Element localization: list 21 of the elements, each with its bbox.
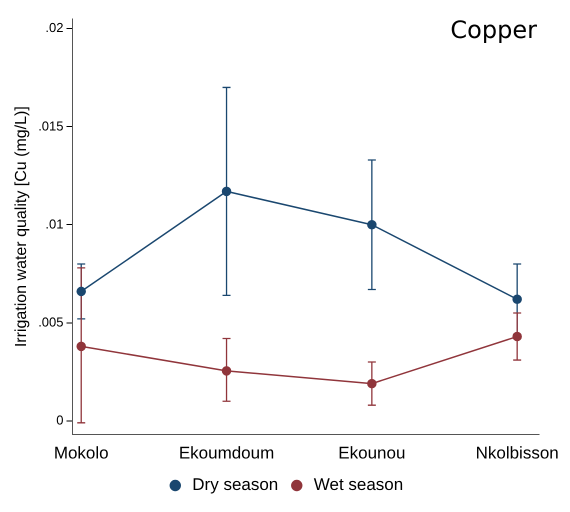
point (512, 294, 522, 304)
point (222, 186, 232, 196)
y-axis-title: Irrigation water quality [Cu (mg/L)] (13, 106, 30, 348)
point (512, 332, 522, 342)
y-tick-label: .01 (45, 216, 64, 232)
x-tick-label: Mokolo (54, 443, 109, 462)
x-tick-label: Ekounou (338, 443, 406, 462)
point (222, 366, 232, 376)
x-tick-label: Ekoumdoum (178, 443, 274, 462)
point (76, 286, 86, 296)
y-tick-label: .005 (38, 314, 64, 330)
point (367, 220, 377, 230)
legend-label: Wet season (314, 475, 404, 494)
x-tick-label: Nkolbisson (476, 443, 559, 462)
y-tick-label: 0 (56, 412, 64, 428)
y-tick-label: .02 (45, 20, 64, 36)
chart-title: Copper (450, 16, 538, 44)
point (367, 378, 377, 388)
point (76, 342, 86, 352)
legend-label: Dry season (192, 475, 278, 494)
y-tick-label: .015 (38, 118, 64, 134)
